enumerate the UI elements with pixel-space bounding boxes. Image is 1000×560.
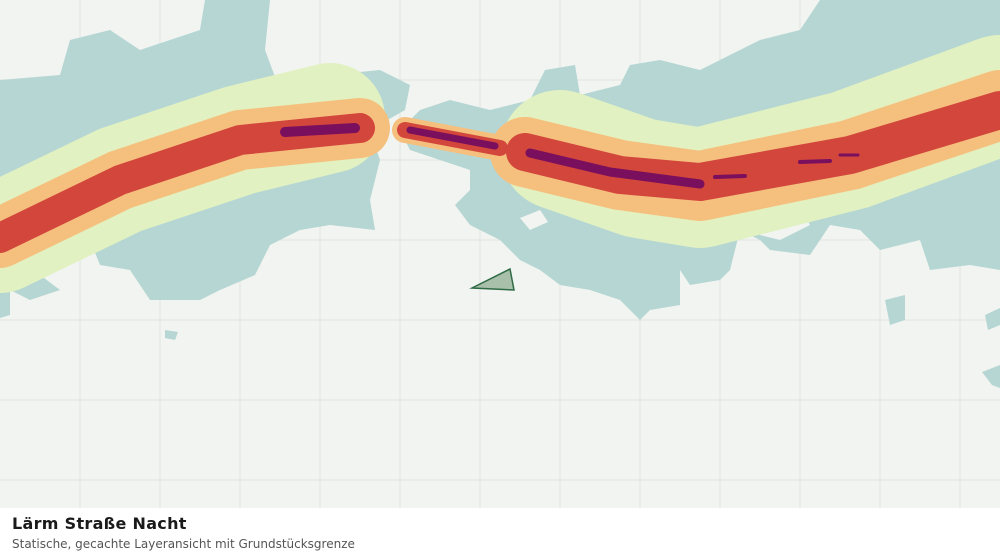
parcel-boundary[interactable] xyxy=(469,267,515,291)
layer-title: Lärm Straße Nacht xyxy=(12,514,187,533)
caption: Lärm Straße Nacht Statische, gecachte La… xyxy=(0,508,1000,560)
layer-subtitle: Statische, gecachte Layeransicht mit Gru… xyxy=(12,537,355,551)
noise-bands xyxy=(0,35,1000,293)
map xyxy=(0,0,1000,508)
